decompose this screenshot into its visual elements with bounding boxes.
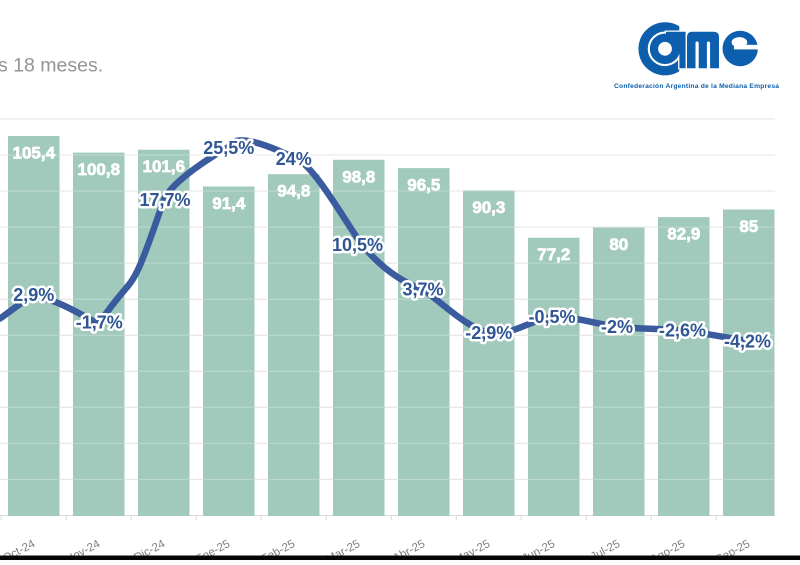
svg-text:2,9%: 2,9% <box>13 285 54 305</box>
svg-text:90,3: 90,3 <box>472 198 505 217</box>
svg-text:-2,9%: -2,9% <box>465 323 512 343</box>
svg-text:-0,5%: -0,5% <box>528 307 575 327</box>
svg-text:80: 80 <box>609 235 628 254</box>
svg-text:25,5%: 25,5% <box>203 138 254 158</box>
svg-text:s 18 meses.: s 18 meses. <box>0 55 103 77</box>
svg-text:105,4: 105,4 <box>13 144 56 163</box>
svg-text:24%: 24% <box>276 149 312 169</box>
svg-text:10,5%: 10,5% <box>332 235 383 255</box>
svg-text:101,6: 101,6 <box>143 157 186 176</box>
svg-text:94,8: 94,8 <box>277 182 310 201</box>
svg-text:17,7%: 17,7% <box>139 190 190 210</box>
svg-text:100,8: 100,8 <box>78 160 121 179</box>
svg-text:-2%: -2% <box>601 317 633 337</box>
svg-text:85: 85 <box>739 217 758 236</box>
svg-text:98,8: 98,8 <box>342 167 375 186</box>
svg-text:-4,2%: -4,2% <box>724 331 771 351</box>
svg-text:82,9: 82,9 <box>667 225 700 244</box>
svg-text:Confederación Argentina de la: Confederación Argentina de la Mediana Em… <box>614 83 779 90</box>
svg-text:-1,7%: -1,7% <box>76 313 123 333</box>
svg-text:-2,6%: -2,6% <box>659 321 706 341</box>
svg-text:77,2: 77,2 <box>537 245 570 264</box>
svg-text:96,5: 96,5 <box>407 176 440 195</box>
svg-text:3,7%: 3,7% <box>402 279 443 299</box>
svg-text:91,4: 91,4 <box>212 194 246 213</box>
